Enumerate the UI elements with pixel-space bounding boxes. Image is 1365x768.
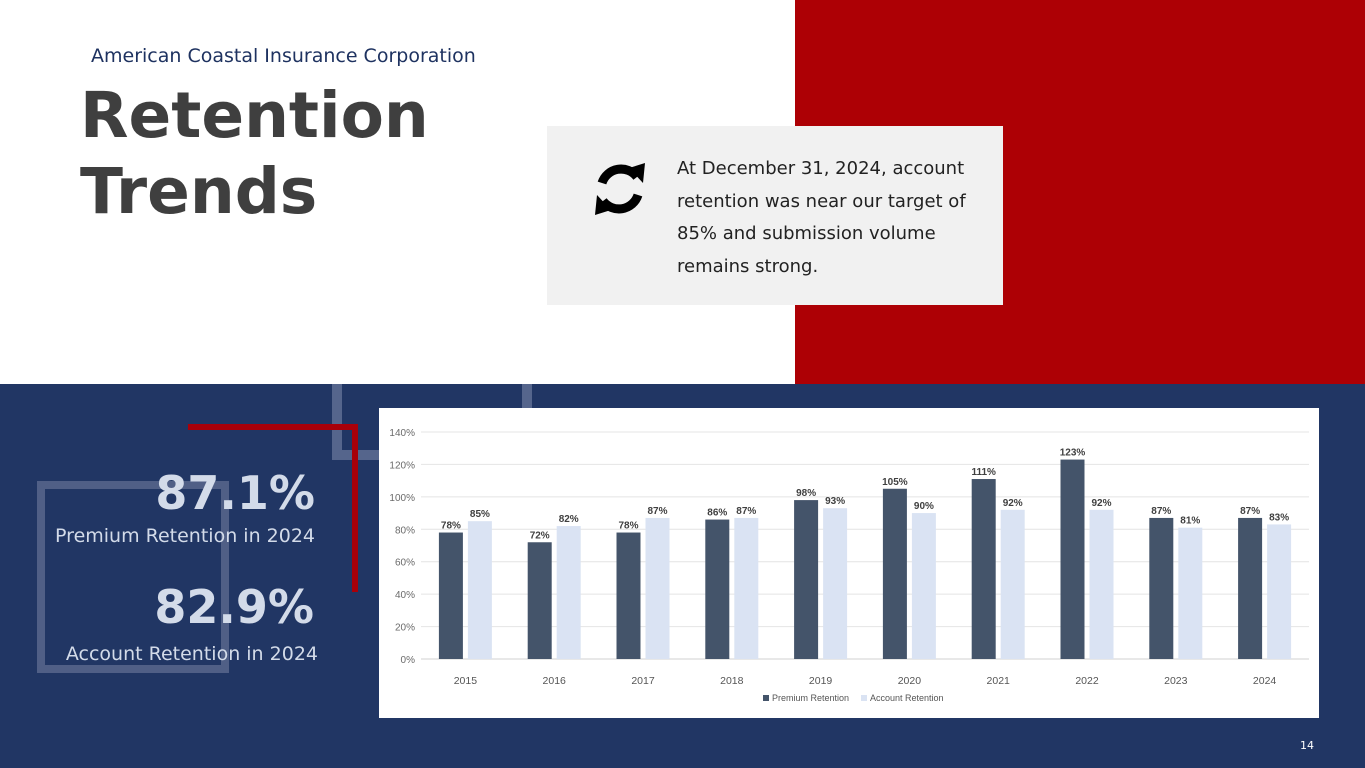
y-tick-label: 140% xyxy=(389,428,415,439)
page-title-line2: Trends xyxy=(80,155,318,228)
bar-account xyxy=(734,517,759,659)
y-tick-label: 60% xyxy=(395,558,415,569)
y-tick-label: 120% xyxy=(389,460,415,471)
data-label: 92% xyxy=(1091,498,1111,509)
bar-account xyxy=(556,526,581,659)
data-label: 78% xyxy=(618,521,638,532)
data-label: 123% xyxy=(1060,448,1086,459)
premium-retention-value: 87.1% xyxy=(155,466,315,520)
company-name: American Coastal Insurance Corporation xyxy=(91,45,476,67)
data-label: 72% xyxy=(530,530,550,541)
decorative-frame xyxy=(37,481,229,673)
page-title: Retention Trends xyxy=(80,78,429,230)
legend-swatch xyxy=(861,695,867,701)
data-label: 83% xyxy=(1269,512,1289,523)
data-label: 87% xyxy=(736,506,756,517)
data-label: 98% xyxy=(796,488,816,499)
bar-account xyxy=(911,513,936,659)
data-label: 87% xyxy=(647,506,667,517)
x-tick-label: 2016 xyxy=(543,675,567,687)
page-title-line1: Retention xyxy=(80,79,429,152)
account-retention-value: 82.9% xyxy=(154,580,314,634)
bar-premium xyxy=(1149,517,1174,659)
premium-retention-label: Premium Retention in 2024 xyxy=(55,525,315,547)
refresh-icon xyxy=(593,159,647,219)
bar-account xyxy=(1178,527,1203,659)
data-label: 81% xyxy=(1180,516,1200,527)
bar-premium xyxy=(705,519,730,659)
retention-chart-svg: 0% 20% 40% 60% 80% 100% 120% 140% 78% 85% 2015 72% 8… xyxy=(389,428,1309,703)
bar-premium xyxy=(882,488,907,659)
data-label: 92% xyxy=(1003,498,1023,509)
red-accent-line-vertical xyxy=(352,424,358,592)
bar-account xyxy=(1267,524,1292,659)
x-tick-label: 2018 xyxy=(720,675,744,687)
bar-premium xyxy=(794,500,819,659)
bar-premium xyxy=(616,532,641,659)
red-accent-line-horizontal xyxy=(188,424,358,430)
x-tick-label: 2021 xyxy=(987,675,1011,687)
page-number: 14 xyxy=(1300,739,1314,752)
bar-premium xyxy=(527,542,552,659)
y-tick-label: 80% xyxy=(395,525,415,536)
bar-account xyxy=(823,508,848,659)
y-tick-label: 100% xyxy=(389,493,415,504)
account-retention-label: Account Retention in 2024 xyxy=(65,643,318,665)
data-label: 86% xyxy=(707,508,727,519)
data-label: 90% xyxy=(914,501,934,512)
data-label: 78% xyxy=(441,521,461,532)
legend-label: Account Retention xyxy=(870,693,944,703)
data-label: 85% xyxy=(470,509,490,520)
callout-box: At December 31, 2024, account retention … xyxy=(547,126,1003,305)
bar-account xyxy=(467,521,492,659)
bar-premium xyxy=(971,479,996,659)
y-tick-label: 40% xyxy=(395,590,415,601)
y-tick-label: 20% xyxy=(395,623,415,634)
bar-premium xyxy=(1060,459,1085,659)
legend-swatch xyxy=(763,695,769,701)
x-tick-label: 2019 xyxy=(809,675,833,687)
callout-text: At December 31, 2024, account retention … xyxy=(677,158,966,277)
x-tick-label: 2015 xyxy=(454,675,478,687)
x-tick-label: 2020 xyxy=(898,675,922,687)
data-label: 87% xyxy=(1240,506,1260,517)
data-label: 87% xyxy=(1151,506,1171,517)
bar-premium xyxy=(1238,517,1263,659)
data-label: 82% xyxy=(559,514,579,525)
x-tick-label: 2017 xyxy=(631,675,655,687)
data-label: 105% xyxy=(882,477,908,488)
data-label: 93% xyxy=(825,496,845,507)
legend-label: Premium Retention xyxy=(772,693,849,703)
data-label: 111% xyxy=(971,467,996,478)
bar-account xyxy=(645,517,670,659)
x-tick-label: 2024 xyxy=(1253,675,1277,687)
retention-chart: 0% 20% 40% 60% 80% 100% 120% 140% 78% 85% 2015 72% 8… xyxy=(379,408,1319,718)
bar-account xyxy=(1089,509,1114,659)
x-tick-label: 2022 xyxy=(1075,675,1099,687)
y-tick-label: 0% xyxy=(401,655,416,666)
bar-premium xyxy=(438,532,463,659)
bar-account xyxy=(1000,509,1025,659)
x-tick-label: 2023 xyxy=(1164,675,1188,687)
